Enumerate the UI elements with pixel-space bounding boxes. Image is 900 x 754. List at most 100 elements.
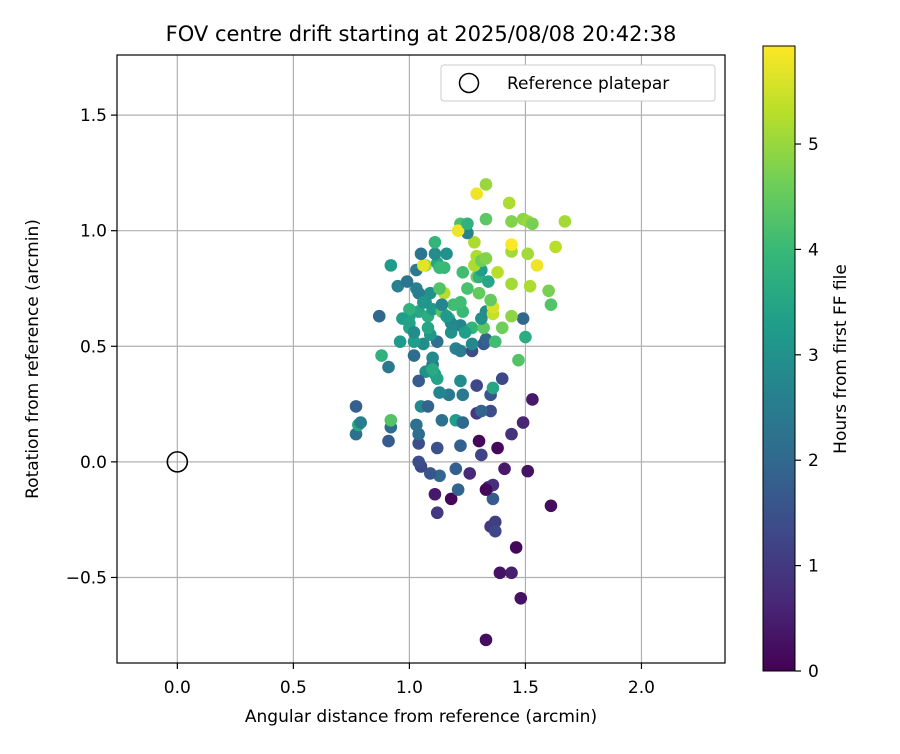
- data-point: [428, 235, 442, 249]
- data-point: [382, 360, 395, 374]
- data-point: [523, 279, 537, 293]
- data-point: [479, 252, 493, 265]
- data-point: [491, 441, 504, 455]
- x-axis-ticks: 0.0 0.5 1.0 1.5 2.0: [164, 663, 655, 698]
- data-point: [509, 541, 523, 554]
- data-point: [521, 247, 535, 261]
- data-point: [417, 259, 430, 272]
- y-tick-label: 1.0: [80, 222, 107, 242]
- data-point: [526, 217, 539, 231]
- legend: Reference platepar: [440, 64, 716, 102]
- y-tick-label: 0.0: [80, 453, 107, 473]
- data-point: [512, 353, 525, 367]
- colorbar-tick-label: 2: [808, 451, 819, 471]
- y-tick-label: 1.5: [80, 106, 107, 126]
- colorbar-tick-label: 1: [808, 557, 819, 577]
- data-point: [414, 247, 428, 261]
- data-point: [488, 335, 502, 348]
- data-point: [430, 506, 444, 520]
- colorbar-ticks: 0 1 2 3 4 5: [795, 135, 819, 682]
- data-point: [505, 238, 518, 251]
- data-point: [407, 326, 421, 339]
- x-tick-label: 0.0: [164, 678, 191, 698]
- data-point: [428, 487, 442, 501]
- colorbar: 0 1 2 3 4 5 Hours from first FF file: [762, 45, 851, 682]
- colorbar-label: Hours from first FF file: [831, 264, 851, 454]
- data-point: [421, 321, 435, 335]
- data-point: [384, 259, 398, 272]
- data-point: [461, 217, 474, 231]
- legend-entry-label: Reference platepar: [507, 74, 669, 94]
- data-point: [417, 296, 430, 309]
- y-axis-ticks: −0.5 0.0 0.5 1.0 1.5: [66, 106, 117, 588]
- data-point: [544, 298, 558, 311]
- data-point: [486, 492, 500, 506]
- data-point: [479, 633, 493, 647]
- data-point: [349, 400, 363, 413]
- data-point: [516, 416, 530, 429]
- data-point: [400, 275, 414, 288]
- data-point: [488, 524, 502, 538]
- data-point: [456, 388, 470, 402]
- colorbar-tick-label: 5: [808, 135, 819, 155]
- data-point: [472, 286, 486, 300]
- data-point: [354, 416, 367, 429]
- data-point: [505, 215, 518, 228]
- data-point: [440, 309, 453, 323]
- data-point: [465, 337, 479, 351]
- x-axis-label: Angular distance from reference (arcmin): [245, 707, 597, 727]
- y-axis-label: Rotation from reference (arcmin): [23, 219, 43, 499]
- data-point: [412, 374, 425, 388]
- data-point: [393, 335, 407, 348]
- data-point: [435, 413, 449, 427]
- data-point: [488, 515, 502, 529]
- data-point: [514, 591, 528, 605]
- data-point: [470, 187, 483, 201]
- data-point: [444, 326, 458, 339]
- x-tick-label: 1.5: [512, 678, 539, 698]
- data-point: [475, 448, 488, 462]
- data-point: [407, 349, 421, 362]
- reference-platepar-marker: [166, 451, 189, 473]
- data-point: [505, 427, 518, 441]
- data-point: [502, 196, 516, 210]
- data-point: [454, 344, 467, 358]
- data-point: [479, 178, 493, 191]
- data-point: [426, 363, 439, 376]
- legend-box: [440, 64, 716, 102]
- data-point: [454, 439, 467, 452]
- data-point: [470, 379, 483, 392]
- colorbar-tick-label: 0: [808, 662, 819, 682]
- colorbar-tick-label: 4: [808, 240, 819, 260]
- data-point: [426, 351, 439, 365]
- data-point: [505, 309, 518, 323]
- data-point: [391, 279, 405, 293]
- data-point: [454, 296, 467, 309]
- data-point: [542, 284, 555, 298]
- data-point: [558, 215, 572, 228]
- data-point: [479, 212, 493, 226]
- data-point: [412, 437, 425, 450]
- data-point: [479, 483, 493, 496]
- data-point: [372, 309, 386, 323]
- data-point: [495, 372, 509, 385]
- chart-title: FOV centre drift starting at 2025/08/08 …: [166, 22, 677, 46]
- data-point: [484, 293, 497, 307]
- data-point: [421, 400, 435, 413]
- data-point: [407, 335, 421, 348]
- data-point: [412, 455, 425, 469]
- y-tick-label: 0.5: [80, 337, 107, 357]
- x-tick-label: 1.0: [396, 678, 423, 698]
- data-point: [384, 413, 398, 427]
- data-point: [428, 247, 442, 261]
- data-point: [468, 235, 481, 249]
- data-point: [495, 321, 509, 335]
- data-point: [498, 462, 511, 476]
- colorbar-gradient: [762, 45, 796, 672]
- data-point: [484, 404, 497, 418]
- plot-area-frame: [116, 54, 726, 664]
- data-point: [521, 464, 535, 478]
- data-point: [519, 330, 532, 344]
- data-point: [481, 275, 495, 288]
